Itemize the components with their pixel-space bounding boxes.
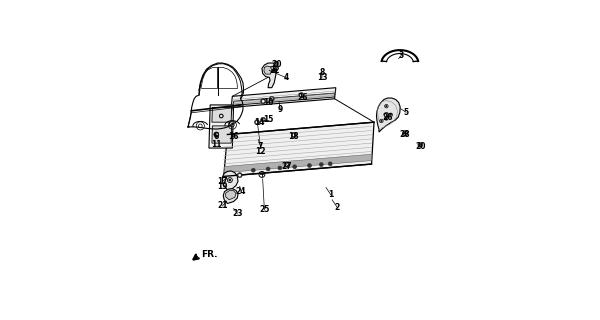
Circle shape bbox=[220, 115, 222, 117]
Text: 5: 5 bbox=[403, 108, 409, 117]
Text: 10: 10 bbox=[263, 98, 274, 107]
Circle shape bbox=[269, 96, 274, 101]
Text: 7: 7 bbox=[258, 142, 263, 151]
Circle shape bbox=[328, 162, 332, 166]
Circle shape bbox=[284, 162, 289, 167]
Circle shape bbox=[278, 166, 282, 170]
Circle shape bbox=[390, 114, 392, 116]
Text: 1: 1 bbox=[328, 190, 334, 199]
Circle shape bbox=[214, 132, 219, 137]
Text: 19: 19 bbox=[217, 182, 228, 191]
Circle shape bbox=[260, 117, 266, 122]
Text: 14: 14 bbox=[254, 118, 265, 127]
Polygon shape bbox=[223, 171, 238, 190]
Circle shape bbox=[215, 133, 218, 136]
Circle shape bbox=[386, 105, 387, 107]
Circle shape bbox=[274, 61, 278, 66]
Circle shape bbox=[237, 173, 242, 178]
Circle shape bbox=[260, 99, 266, 104]
Text: 16: 16 bbox=[229, 132, 239, 141]
Polygon shape bbox=[212, 126, 232, 143]
Polygon shape bbox=[264, 66, 272, 74]
Text: 23: 23 bbox=[232, 209, 242, 218]
Polygon shape bbox=[231, 88, 336, 108]
Text: 27: 27 bbox=[281, 162, 292, 171]
Polygon shape bbox=[209, 105, 233, 148]
Text: 6: 6 bbox=[214, 132, 219, 141]
Circle shape bbox=[293, 134, 295, 136]
Circle shape bbox=[419, 144, 421, 146]
Text: 18: 18 bbox=[289, 132, 299, 141]
Circle shape bbox=[307, 164, 311, 167]
Polygon shape bbox=[223, 189, 238, 204]
Text: 26: 26 bbox=[298, 93, 308, 102]
Text: 24: 24 bbox=[236, 187, 246, 196]
Text: 13: 13 bbox=[317, 73, 328, 82]
Circle shape bbox=[251, 168, 255, 172]
Circle shape bbox=[266, 167, 270, 171]
Circle shape bbox=[404, 132, 406, 134]
Polygon shape bbox=[262, 63, 277, 88]
Circle shape bbox=[262, 119, 264, 121]
Text: 15: 15 bbox=[263, 115, 273, 124]
Circle shape bbox=[219, 114, 223, 118]
Text: 12: 12 bbox=[256, 147, 266, 156]
Text: FR.: FR. bbox=[201, 250, 218, 259]
Text: 17: 17 bbox=[217, 177, 228, 186]
Polygon shape bbox=[224, 122, 374, 176]
Polygon shape bbox=[233, 93, 335, 105]
Circle shape bbox=[292, 132, 296, 138]
Circle shape bbox=[239, 174, 241, 176]
Circle shape bbox=[319, 163, 323, 166]
Polygon shape bbox=[224, 154, 372, 173]
Circle shape bbox=[286, 164, 287, 166]
Circle shape bbox=[384, 112, 389, 117]
Text: 9: 9 bbox=[278, 105, 283, 114]
Text: 11: 11 bbox=[211, 140, 221, 149]
Text: 25: 25 bbox=[259, 205, 269, 214]
Circle shape bbox=[254, 120, 259, 124]
Circle shape bbox=[256, 121, 258, 123]
Text: 22: 22 bbox=[269, 66, 280, 75]
Circle shape bbox=[380, 120, 382, 122]
Circle shape bbox=[271, 98, 273, 100]
Polygon shape bbox=[212, 108, 232, 122]
Circle shape bbox=[272, 68, 276, 72]
Text: 21: 21 bbox=[217, 202, 228, 211]
Polygon shape bbox=[226, 191, 236, 200]
Circle shape bbox=[386, 118, 387, 119]
Text: 28: 28 bbox=[400, 130, 410, 139]
Circle shape bbox=[299, 92, 304, 98]
Text: 3: 3 bbox=[398, 51, 404, 60]
Text: 4: 4 bbox=[284, 73, 289, 82]
Circle shape bbox=[293, 165, 296, 169]
Circle shape bbox=[229, 179, 231, 181]
Text: 20: 20 bbox=[271, 60, 282, 69]
Polygon shape bbox=[376, 98, 400, 132]
Text: 2: 2 bbox=[334, 203, 340, 212]
Circle shape bbox=[300, 94, 302, 96]
Circle shape bbox=[262, 100, 264, 102]
Text: 20: 20 bbox=[416, 142, 426, 151]
Text: 26: 26 bbox=[382, 113, 393, 122]
Circle shape bbox=[275, 62, 277, 65]
Circle shape bbox=[385, 114, 388, 116]
Text: 8: 8 bbox=[320, 68, 325, 77]
Circle shape bbox=[418, 142, 423, 147]
